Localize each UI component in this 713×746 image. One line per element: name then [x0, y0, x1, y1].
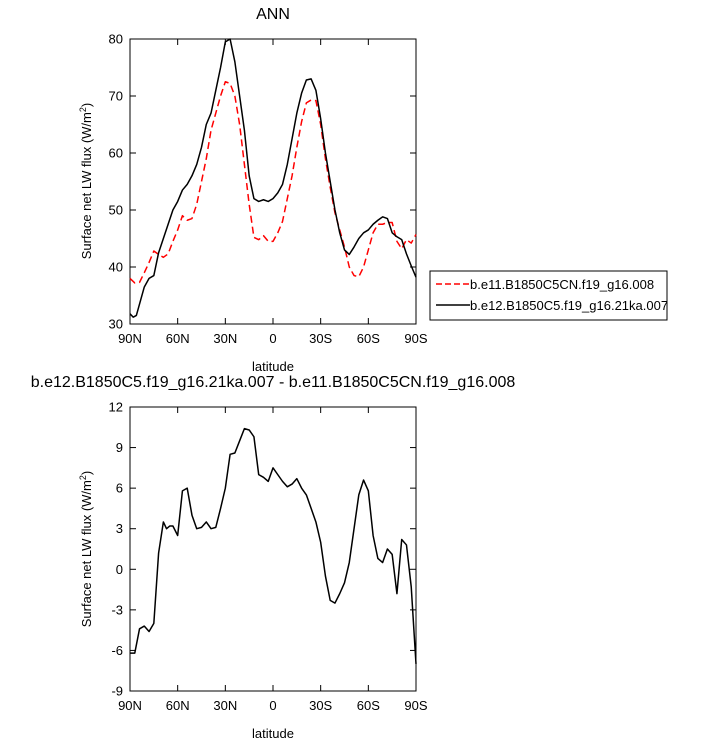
top-y-tick-label: 50 [109, 203, 123, 218]
bottom-y-axis-label: Surface net LW flux (W/m2) [78, 471, 94, 628]
top-y-tick-label: 70 [109, 89, 123, 104]
bottom-x-tick-label: 90N [118, 698, 142, 713]
top-x-tick-label: 0 [269, 331, 276, 346]
legend-frame [429, 270, 668, 321]
bottom-y-tick-label: 9 [116, 440, 123, 455]
top-series-line-2 [129, 38, 417, 318]
bottom-y-tick-label: 3 [116, 521, 123, 536]
top-series-line-1 [129, 81, 417, 284]
bottom-series-line-1 [130, 427, 417, 664]
legend: b.e11.B1850C5CN.f19_g16.008 b.e12.B1850C… [429, 270, 668, 321]
top-y-tick-label: 30 [109, 317, 123, 332]
top-x-tick-label: 60N [166, 331, 190, 346]
bottom-x-axis-label: latitude [252, 726, 294, 741]
bottom-series [130, 427, 417, 664]
bottom-y-tick-label: 0 [116, 562, 123, 577]
legend-label-series-2: b.e12.B1850C5.f19_g16.21ka.007 [470, 298, 668, 313]
bottom-x-tick-label: 60N [166, 698, 190, 713]
top-chart-title: ANN [256, 6, 290, 23]
top-x-tick-label: 60S [357, 331, 380, 346]
top-y-tick-label: 60 [109, 146, 123, 161]
top-y-ticks: 30 40 50 60 70 80 [109, 32, 416, 332]
top-series [129, 38, 417, 318]
bottom-y-tick-label: -6 [111, 643, 123, 658]
top-x-ticks: 90N 60N 30N 0 30S 60S 90S [118, 39, 428, 346]
bottom-y-tick-label: 12 [109, 400, 123, 415]
top-y-axis-label-sup: 2 [78, 107, 88, 112]
top-x-tick-label: 30S [309, 331, 332, 346]
top-y-axis-label: Surface net LW flux (W/m2) [78, 103, 94, 260]
top-y-tick-label: 40 [109, 260, 123, 275]
bottom-x-tick-label: 90S [404, 698, 427, 713]
top-x-tick-label: 30N [213, 331, 237, 346]
top-x-axis-label: latitude [252, 359, 294, 374]
top-x-tick-label: 90N [118, 331, 142, 346]
bottom-y-tick-label: 6 [116, 481, 123, 496]
top-y-axis-label-close: ) [79, 103, 94, 107]
bottom-y-ticks: -9 -6 -3 0 3 6 9 12 [109, 400, 416, 699]
bottom-x-tick-label: 60S [357, 698, 380, 713]
bottom-y-axis-label-sup: 2 [78, 475, 88, 480]
bottom-panel: b.e12.B1850C5.f19_g16.21ka.007 - b.e11.B… [31, 374, 516, 741]
bottom-y-axis-label-close: ) [79, 471, 94, 475]
bottom-y-tick-label: -3 [111, 602, 123, 617]
bottom-y-axis-label-main: Surface net LW flux (W/m [79, 480, 94, 627]
top-y-tick-label: 80 [109, 32, 123, 47]
top-y-axis-label-main: Surface net LW flux (W/m [79, 112, 94, 259]
bottom-x-ticks: 90N 60N 30N 0 30S 60S 90S [118, 407, 428, 713]
top-panel: ANN 30 40 50 60 70 80 90N 60N 30N 0 30S 60S 90S lat… [78, 6, 668, 374]
bottom-x-tick-label: 30S [309, 698, 332, 713]
top-x-tick-label: 90S [404, 331, 427, 346]
bottom-x-tick-label: 0 [269, 698, 276, 713]
top-plot-frame [129, 38, 417, 325]
bottom-y-tick-label: -9 [111, 684, 123, 699]
bottom-chart-title: b.e12.B1850C5.f19_g16.21ka.007 - b.e11.B… [31, 374, 516, 391]
bottom-plot-frame [129, 406, 417, 692]
bottom-x-tick-label: 30N [213, 698, 237, 713]
legend-label-series-1: b.e11.B1850C5CN.f19_g16.008 [470, 277, 654, 292]
